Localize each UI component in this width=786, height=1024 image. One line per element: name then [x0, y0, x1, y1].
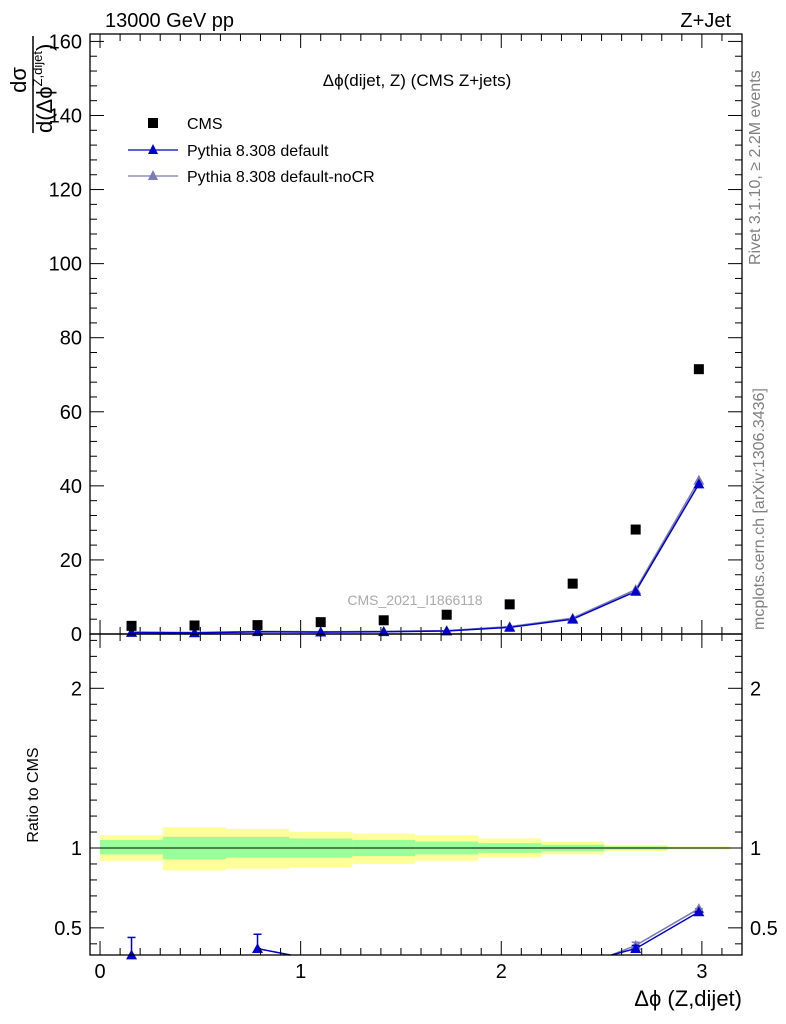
ratio-y-tick-label: 1	[71, 838, 82, 860]
legend-label-nocr: Pythia 8.308 default-noCR	[187, 169, 375, 186]
main-y-tick-label: 160	[49, 31, 82, 53]
plot-title: Δϕ(dijet, Z) (CMS Z+jets)	[323, 71, 512, 90]
main-axis-ticks: 0 20 40 60 80 100 120 140 160	[49, 31, 743, 646]
ratio-y-axis-label: Ratio to CMS	[25, 747, 42, 842]
ratio-plot: 0.5 0.5 1 1 2 2 0 1 2 3	[54, 633, 778, 983]
cms-data-point	[378, 615, 389, 626]
series-point-pythia-8-308-default	[441, 625, 453, 636]
y-label-numerator: dσ	[6, 67, 31, 93]
main-plot: Δϕ(dijet, Z) (CMS Z+jets) CMS_2021_I1866…	[49, 31, 743, 646]
main-y-tick-label: 60	[60, 402, 82, 424]
x-tick-label: 0	[94, 961, 105, 983]
legend-marker-default	[148, 144, 158, 154]
legend-marker-cms	[148, 118, 158, 128]
cms-data-point	[504, 599, 515, 610]
ratio-y-tick-label-right: 2	[750, 678, 761, 700]
main-y-tick-label: 80	[60, 328, 82, 350]
y-label-den-prefix: d(Δϕ	[32, 86, 57, 133]
main-y-tick-label: 100	[49, 254, 82, 276]
cms-data-point	[189, 620, 200, 631]
cms-data-point	[693, 364, 704, 375]
x-tick-label: 2	[496, 961, 507, 983]
main-y-tick-label: 120	[49, 180, 82, 202]
series-point-pythia-8-308-default	[630, 585, 642, 596]
ratio-point-pythia-8-308-default	[693, 906, 705, 917]
ratio-green-band	[100, 840, 164, 855]
ratio-data-marks	[126, 903, 705, 960]
ratio-point-pythia-8-308-default	[252, 943, 264, 954]
cms-data-point	[126, 620, 137, 631]
ratio-axis-ticks: 0.5 0.5 1 1 2 2 0 1 2 3	[54, 634, 778, 983]
series-line-pythia-8-308-default-nocr	[131, 479, 700, 634]
ratio-line-pythia-8-308-default	[257, 947, 291, 956]
series-point-pythia-8-308-default	[693, 478, 705, 489]
x-axis-label: Δϕ (Z,dijet)	[634, 986, 742, 1011]
ratio-y-tick-label: 0.5	[54, 918, 82, 940]
main-y-tick-label: 140	[49, 105, 82, 127]
cms-data-point	[252, 620, 263, 631]
y-label-den-sup: Z,dijet	[30, 51, 45, 87]
ratio-uncertainty-bands	[100, 827, 731, 871]
series-point-pythia-8-308-default	[504, 621, 516, 632]
ratio-green-band	[226, 836, 290, 858]
main-y-tick-label: 20	[60, 550, 82, 572]
main-y-tick-label: 40	[60, 476, 82, 498]
ratio-point-pythia-8-308-default	[630, 943, 642, 954]
ratio-y-tick-label-right: 0.5	[750, 918, 778, 940]
mcplots-label: mcplots.cern.ch [arXiv:1306.3436]	[751, 388, 768, 630]
y-label-den-suffix: )	[32, 44, 57, 51]
cms-data-point	[315, 617, 326, 628]
y-label-denominator: d(ΔϕZ,dijet)	[30, 44, 57, 133]
ratio-line-pythia-8-308-default-nocr	[611, 908, 700, 956]
ratio-y-tick-label-right: 1	[750, 838, 761, 860]
legend: CMS Pythia 8.308 default Pythia 8.308 de…	[128, 116, 375, 186]
x-tick-label: 3	[696, 961, 707, 983]
main-y-tick-label: 0	[71, 624, 82, 646]
cms-data-point	[630, 524, 641, 535]
header-energy-label: 13000 GeV pp	[105, 10, 234, 32]
series-line-pythia-8-308-default	[131, 483, 700, 634]
cms-data-point	[441, 609, 452, 620]
ratio-plot-frame	[89, 633, 743, 956]
main-y-axis-label: dσ d(ΔϕZ,dijet)	[6, 36, 57, 133]
cms-data-point	[567, 578, 578, 589]
legend-marker-nocr	[148, 170, 158, 180]
legend-label-default: Pythia 8.308 default	[187, 143, 329, 160]
x-tick-label: 1	[295, 961, 306, 983]
series-point-pythia-8-308-default	[189, 627, 201, 638]
series-point-pythia-8-308-default	[567, 613, 579, 624]
rivet-version-label: Rivet 3.1.10, ≥ 2.2M events	[747, 70, 764, 265]
ratio-y-tick-label: 2	[71, 678, 82, 700]
legend-label-cms: CMS	[187, 116, 223, 133]
header-process-label: Z+Jet	[680, 10, 731, 32]
watermark-label: CMS_2021_I1866118	[347, 592, 482, 608]
